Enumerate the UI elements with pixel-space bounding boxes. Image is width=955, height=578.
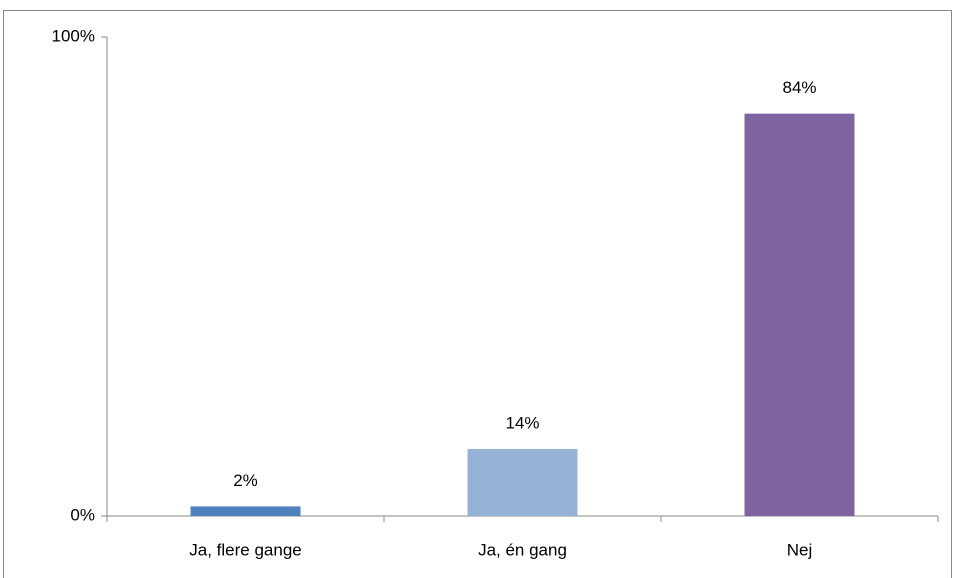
bar xyxy=(744,113,855,516)
bar xyxy=(190,506,301,516)
bar xyxy=(467,448,578,516)
x-tick-label: Nej xyxy=(787,540,813,559)
x-tick-label: Ja, én gang xyxy=(478,540,567,559)
value-label: 2% xyxy=(233,471,258,490)
y-tick-label: 100% xyxy=(52,26,95,45)
x-tick-label: Ja, flere gange xyxy=(189,540,301,559)
value-label: 84% xyxy=(782,78,816,97)
value-label: 14% xyxy=(505,413,539,432)
y-tick-label: 0% xyxy=(70,505,95,524)
